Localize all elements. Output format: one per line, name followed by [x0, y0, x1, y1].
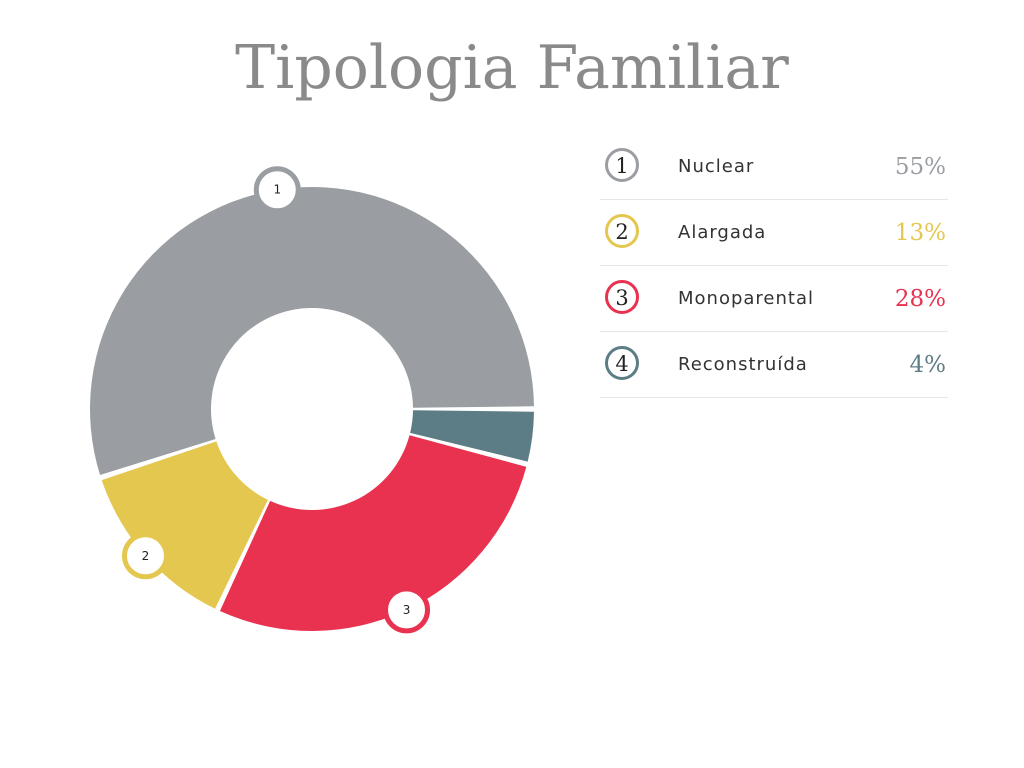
legend-value: 55% — [894, 154, 946, 180]
legend-label: Nuclear — [678, 156, 755, 177]
donut-slice-nuclear — [90, 187, 534, 476]
legend-value: 28% — [894, 286, 946, 312]
slice-marker-1: 1 — [253, 166, 301, 214]
legend-value: 4% — [909, 352, 947, 378]
slice-marker-3: 3 — [383, 586, 431, 634]
slice-marker-label: 1 — [273, 183, 281, 197]
legend-item-nuclear: 1 Nuclear 55% — [600, 134, 948, 200]
legend: 1 Nuclear 55% 2 Alargada 13% 3 Monoparen… — [600, 134, 948, 398]
legend-marker-4: 4 — [605, 346, 639, 380]
legend-value: 13% — [894, 220, 946, 246]
slice-marker-label: 2 — [142, 549, 150, 563]
donut-slice-alargada — [101, 441, 268, 609]
donut-chart: 1 2 3 — [90, 166, 534, 634]
legend-marker-3: 3 — [605, 280, 639, 314]
donut-slice-monoparental — [219, 435, 527, 631]
legend-marker-1: 1 — [605, 148, 639, 182]
legend-label: Monoparental — [678, 288, 814, 309]
chart-title: Tipologia Familiar — [235, 33, 789, 103]
legend-label: Alargada — [678, 222, 767, 243]
slice-marker-2: 2 — [121, 532, 169, 580]
legend-item-reconstruida: 4 Reconstruída 4% — [600, 332, 948, 398]
legend-item-monoparental: 3 Monoparental 28% — [600, 266, 948, 332]
legend-marker-2: 2 — [605, 214, 639, 248]
legend-item-alargada: 2 Alargada 13% — [600, 200, 948, 266]
donut-slice-reconstruída — [410, 410, 534, 462]
slice-marker-label: 3 — [403, 603, 411, 617]
legend-label: Reconstruída — [678, 354, 808, 375]
